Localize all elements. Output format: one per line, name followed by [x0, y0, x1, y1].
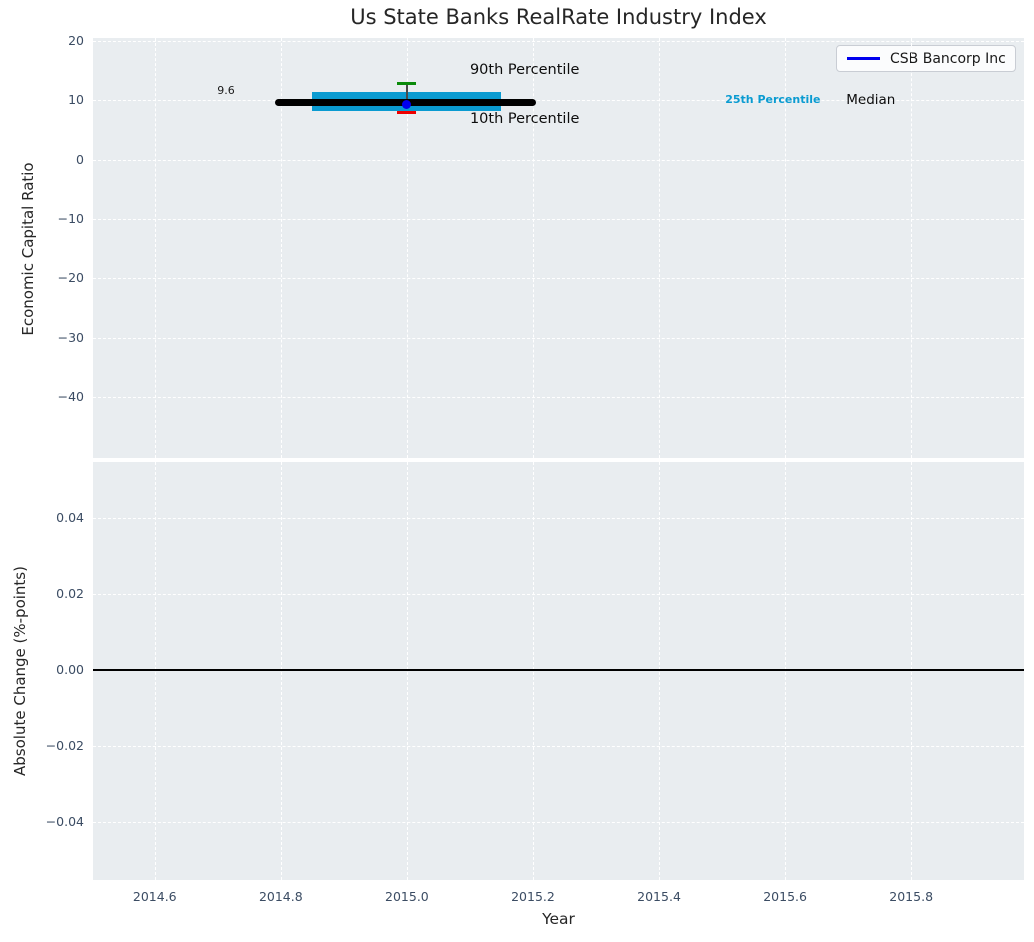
gridline-horizontal	[93, 40, 1024, 42]
y-tick-label: 0.00	[56, 661, 84, 677]
p10-annotation: 10th Percentile	[469, 111, 580, 128]
y-tick-label: 0	[76, 151, 84, 167]
median-annotation: Median	[846, 91, 896, 108]
p25-annotation: 25th Percentile	[725, 93, 821, 107]
y-tick-label: 0.02	[56, 585, 84, 601]
legend-label: CSB Bancorp Inc	[890, 50, 1006, 67]
gridline-horizontal	[93, 218, 1024, 220]
x-tick-label: 2015.6	[763, 889, 807, 904]
gridline-vertical	[406, 462, 408, 880]
x-tick-label: 2015.4	[637, 889, 681, 904]
whisker-line	[406, 83, 408, 105]
legend: CSB Bancorp Inc	[836, 45, 1016, 72]
y-axis-label-top: Economic Capital Ratio	[19, 162, 37, 336]
gridline-horizontal	[93, 100, 1024, 102]
y-tick-label: −0.04	[45, 813, 84, 829]
gridline-vertical	[154, 462, 156, 880]
y-tick-label: 10	[68, 92, 84, 108]
gridline-vertical	[785, 462, 787, 880]
gridline-vertical	[911, 38, 913, 458]
gridline-vertical	[280, 462, 282, 880]
gridline-horizontal	[93, 745, 1024, 747]
chart-title: Us State Banks RealRate Industry Index	[350, 5, 767, 29]
x-tick-label: 2015.0	[385, 889, 429, 904]
gridline-horizontal	[93, 278, 1024, 280]
median-value-label: 9.6	[217, 83, 235, 97]
plot-area-top: CSB Bancorp Inc 9.6 90th Percentile 10th P…	[93, 38, 1024, 458]
gridline-vertical	[659, 462, 661, 880]
gridline-vertical	[532, 38, 534, 458]
y-tick-label: −20	[57, 270, 84, 286]
x-tick-label: 2014.8	[258, 889, 303, 904]
y-tick-label: 20	[68, 32, 84, 48]
gridline-horizontal	[93, 593, 1024, 595]
gridline-horizontal	[93, 159, 1024, 161]
y-tick-label: −30	[57, 329, 84, 345]
p90-annotation: 90th Percentile	[469, 62, 580, 79]
gridline-vertical	[406, 38, 408, 458]
company-data-point	[402, 99, 412, 109]
gridline-vertical	[911, 462, 913, 880]
gridline-vertical	[532, 462, 534, 880]
zero-line	[93, 668, 1024, 671]
x-tick-label: 2015.8	[889, 889, 934, 904]
y-tick-label: −40	[57, 388, 84, 404]
y-axis-label-bottom: Absolute Change (%-points)	[11, 566, 29, 776]
legend-line-sample	[847, 57, 880, 60]
y-tick-label: −0.02	[45, 737, 84, 753]
gridline-vertical	[785, 38, 787, 458]
gridline-vertical	[659, 38, 661, 458]
x-axis-label: Year	[542, 910, 575, 928]
p90-cap	[397, 81, 417, 85]
gridline-vertical	[154, 38, 156, 458]
gridline-horizontal	[93, 821, 1024, 823]
y-tick-label: −10	[57, 210, 84, 226]
gridline-horizontal	[93, 337, 1024, 339]
p10-cap	[397, 111, 417, 114]
gridline-horizontal	[93, 517, 1024, 519]
plot-area-bottom	[93, 462, 1024, 880]
gridline-vertical	[280, 38, 282, 458]
x-tick-label: 2014.6	[132, 889, 177, 904]
x-tick-label: 2015.2	[511, 889, 555, 904]
gridline-horizontal	[93, 396, 1024, 398]
y-tick-label: 0.04	[56, 509, 84, 525]
